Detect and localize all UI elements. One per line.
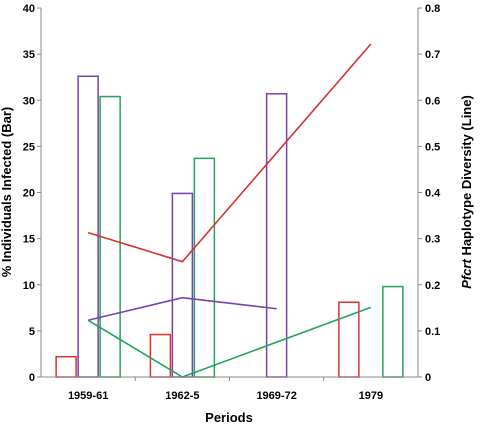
right-tick-label: 0.4 xyxy=(425,188,441,200)
diversity-line-1 xyxy=(87,43,372,263)
right-y-axis-title-rest: Haplotype Diversity (Line) xyxy=(459,95,474,259)
bar-s1-1962-5 xyxy=(149,333,172,378)
bar-s3-1979 xyxy=(382,285,404,378)
bar-s2-1969-72 xyxy=(265,93,288,378)
left-tick-label: 15 xyxy=(23,234,35,246)
left-y-axis-title: % Individuals Infected (Bar) xyxy=(0,107,14,277)
left-y-ticks: 0 5 10 15 20 25 30 35 40 xyxy=(23,3,41,384)
right-tick-label: 0 xyxy=(425,372,431,384)
left-tick-label: 35 xyxy=(23,49,35,61)
right-tick-label: 0.7 xyxy=(425,49,440,61)
right-tick-label: 0.3 xyxy=(425,234,440,246)
x-tick-label: 1962-5 xyxy=(165,390,199,402)
bar-s2-1962-5 xyxy=(171,192,194,378)
x-tick-label: 1959-61 xyxy=(68,390,108,402)
bar-s3-1962-5 xyxy=(193,157,216,378)
diversity-line-3 xyxy=(87,306,372,378)
right-y-axis-title-italic: Pfcrt xyxy=(459,259,474,289)
diversity-line-2 xyxy=(87,296,277,322)
line-series-group xyxy=(87,43,372,378)
right-tick-label: 0.5 xyxy=(425,141,440,153)
left-tick-label: 20 xyxy=(23,188,35,200)
right-y-axis-title: Pfcrt Haplotype Diversity (Line) xyxy=(459,95,474,289)
x-tick-labels: 1959-61 1962-5 1969-72 1979 xyxy=(68,377,383,402)
right-y-ticks: 0 0.1 0.2 0.3 0.4 0.5 0.6 0.7 0.8 xyxy=(418,3,441,384)
left-tick-label: 5 xyxy=(29,326,35,338)
left-tick-label: 30 xyxy=(23,95,35,107)
x-tick-label: 1979 xyxy=(359,390,383,402)
left-tick-label: 25 xyxy=(23,141,35,153)
bar-s2-1959-61 xyxy=(77,75,99,378)
left-tick-label: 0 xyxy=(29,372,35,384)
right-tick-label: 0.8 xyxy=(425,3,440,15)
x-tick-label: 1969-72 xyxy=(256,390,296,402)
right-tick-label: 0.1 xyxy=(425,326,440,338)
right-tick-label: 0.6 xyxy=(425,95,440,107)
right-tick-label: 0.2 xyxy=(425,280,440,292)
left-tick-label: 10 xyxy=(23,280,35,292)
bar-s1-1959-61 xyxy=(55,355,77,378)
x-axis-title: Periods xyxy=(205,410,253,425)
left-tick-label: 40 xyxy=(23,3,35,15)
